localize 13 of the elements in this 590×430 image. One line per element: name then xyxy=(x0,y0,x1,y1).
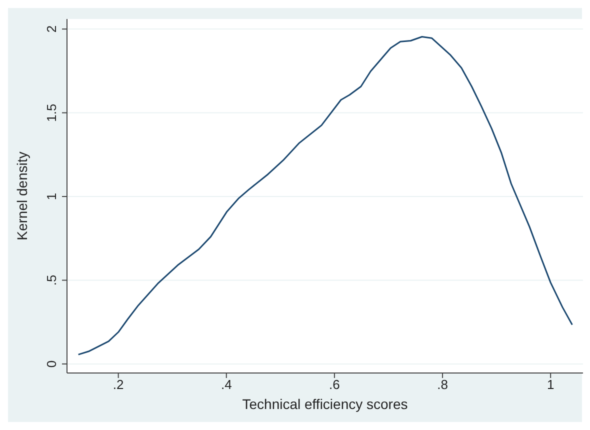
x-tick-label: .4 xyxy=(220,377,232,392)
x-tick-label: .8 xyxy=(437,377,448,392)
x-tick-label: .2 xyxy=(112,377,124,392)
x-tick-label: .6 xyxy=(329,377,340,392)
y-tick-label: .5 xyxy=(44,274,59,286)
line-series xyxy=(78,36,573,356)
y-tick-label: 1.5 xyxy=(44,104,59,122)
y-tick-label: 2 xyxy=(44,25,59,33)
y-tick-label: 1 xyxy=(44,192,59,200)
x-tick-label: 1 xyxy=(546,377,554,392)
x-axis-title: Technical efficiency scores xyxy=(242,396,408,412)
y-axis-title: Kernel density xyxy=(14,152,30,240)
y-tick-label: 0 xyxy=(44,360,59,368)
